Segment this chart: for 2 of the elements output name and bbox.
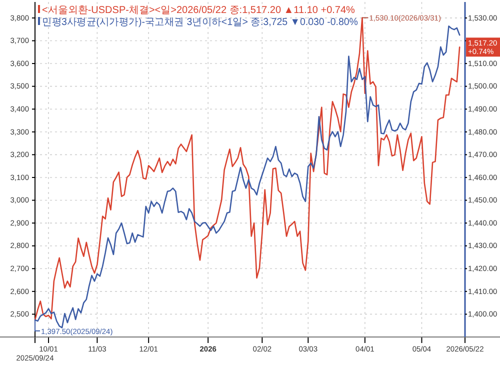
- legend-label: 민평3사평균(시가평가)-국고채권 3년이하<1일> 종:3,725 ▼0.030 -0.80%: [42, 17, 366, 28]
- legend-label: <서울외환-USDSP-체결><일>2026/05/22 종:1,517.20 ▲11.10 +0.74%: [42, 5, 356, 16]
